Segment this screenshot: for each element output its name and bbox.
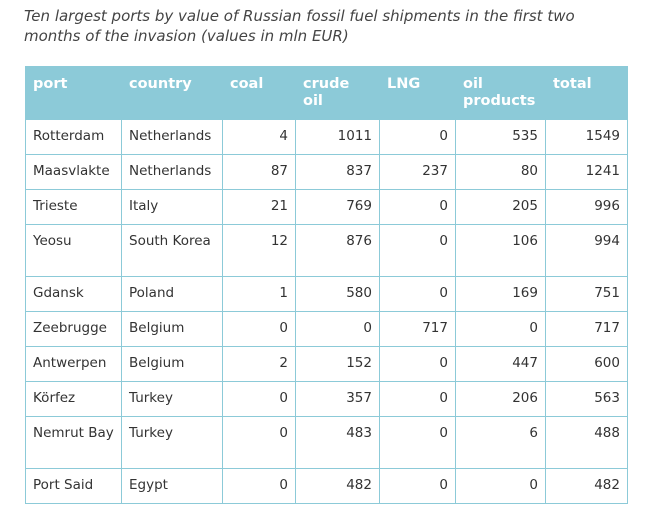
cell-coal: 0	[222, 468, 296, 504]
cell-port: Antwerpen	[25, 346, 122, 382]
cell-oil-products: 0	[455, 468, 546, 504]
cell-total: 482	[545, 468, 628, 504]
cell-lng: 0	[379, 224, 456, 277]
cell-country: Turkey	[121, 416, 223, 469]
cell-crude-oil: 769	[295, 189, 380, 225]
cell-crude-oil: 580	[295, 276, 380, 312]
table-row: Maasvlakte Netherlands 87 837 237 80 124…	[25, 154, 628, 190]
table-row: Körfez Turkey 0 357 0 206 563	[25, 381, 628, 417]
cell-oil-products: 535	[455, 119, 546, 155]
cell-total: 563	[545, 381, 628, 417]
table-row: Nemrut Bay Turkey 0 483 0 6 488	[25, 416, 628, 469]
cell-oil-products: 6	[455, 416, 546, 469]
cell-total: 994	[545, 224, 628, 277]
cell-coal: 12	[222, 224, 296, 277]
cell-port: Maasvlakte	[25, 154, 122, 190]
table-row: Trieste Italy 21 769 0 205 996	[25, 189, 628, 225]
cell-total: 488	[545, 416, 628, 469]
table-row: Rotterdam Netherlands 4 1011 0 535 1549	[25, 119, 628, 155]
cell-oil-products: 106	[455, 224, 546, 277]
cell-total: 600	[545, 346, 628, 382]
cell-port: Trieste	[25, 189, 122, 225]
column-header-port: port	[25, 66, 122, 120]
column-header-country: country	[121, 66, 223, 120]
cell-oil-products: 205	[455, 189, 546, 225]
cell-total: 1241	[545, 154, 628, 190]
cell-country: Egypt	[121, 468, 223, 504]
table-row: Antwerpen Belgium 2 152 0 447 600	[25, 346, 628, 382]
cell-lng: 0	[379, 346, 456, 382]
cell-total: 996	[545, 189, 628, 225]
cell-port: Nemrut Bay	[25, 416, 122, 469]
cell-port: Port Said	[25, 468, 122, 504]
cell-country: South Korea	[121, 224, 223, 277]
cell-coal: 0	[222, 381, 296, 417]
cell-lng: 0	[379, 381, 456, 417]
cell-country: Belgium	[121, 346, 223, 382]
cell-oil-products: 80	[455, 154, 546, 190]
table-row: Gdansk Poland 1 580 0 169 751	[25, 276, 628, 312]
cell-port: Körfez	[25, 381, 122, 417]
cell-oil-products: 206	[455, 381, 546, 417]
cell-coal: 21	[222, 189, 296, 225]
cell-lng: 717	[379, 311, 456, 347]
column-header-coal: coal	[222, 66, 296, 120]
cell-total: 1549	[545, 119, 628, 155]
cell-coal: 4	[222, 119, 296, 155]
cell-lng: 0	[379, 119, 456, 155]
cell-lng: 237	[379, 154, 456, 190]
table-row: Port Said Egypt 0 482 0 0 482	[25, 468, 628, 504]
cell-coal: 0	[222, 311, 296, 347]
table-header-row: port country coal crude oil LNG oil prod…	[25, 66, 628, 120]
cell-crude-oil: 152	[295, 346, 380, 382]
cell-total: 751	[545, 276, 628, 312]
column-header-crude-oil: crude oil	[295, 66, 380, 120]
cell-oil-products: 0	[455, 311, 546, 347]
cell-coal: 0	[222, 416, 296, 469]
cell-coal: 1	[222, 276, 296, 312]
cell-lng: 0	[379, 416, 456, 469]
cell-crude-oil: 0	[295, 311, 380, 347]
cell-oil-products: 169	[455, 276, 546, 312]
cell-lng: 0	[379, 468, 456, 504]
cell-port: Rotterdam	[25, 119, 122, 155]
cell-country: Belgium	[121, 311, 223, 347]
cell-port: Yeosu	[25, 224, 122, 277]
cell-port: Zeebrugge	[25, 311, 122, 347]
table-row: Yeosu South Korea 12 876 0 106 994	[25, 224, 628, 277]
cell-country: Turkey	[121, 381, 223, 417]
cell-oil-products: 447	[455, 346, 546, 382]
cell-port: Gdansk	[25, 276, 122, 312]
cell-lng: 0	[379, 189, 456, 225]
cell-total: 717	[545, 311, 628, 347]
table-caption: Ten largest ports by value of Russian fo…	[24, 7, 575, 45]
cell-coal: 87	[222, 154, 296, 190]
cell-crude-oil: 483	[295, 416, 380, 469]
cell-country: Italy	[121, 189, 223, 225]
cell-coal: 2	[222, 346, 296, 382]
table-row: Zeebrugge Belgium 0 0 717 0 717	[25, 311, 628, 347]
column-header-lng: LNG	[379, 66, 456, 120]
column-header-total: total	[545, 66, 628, 120]
column-header-oil-products: oil products	[455, 66, 546, 120]
cell-crude-oil: 837	[295, 154, 380, 190]
cell-crude-oil: 876	[295, 224, 380, 277]
cell-country: Netherlands	[121, 154, 223, 190]
cell-crude-oil: 482	[295, 468, 380, 504]
cell-country: Poland	[121, 276, 223, 312]
cell-lng: 0	[379, 276, 456, 312]
ports-table: port country coal crude oil LNG oil prod…	[25, 66, 628, 504]
cell-country: Netherlands	[121, 119, 223, 155]
cell-crude-oil: 357	[295, 381, 380, 417]
cell-crude-oil: 1011	[295, 119, 380, 155]
